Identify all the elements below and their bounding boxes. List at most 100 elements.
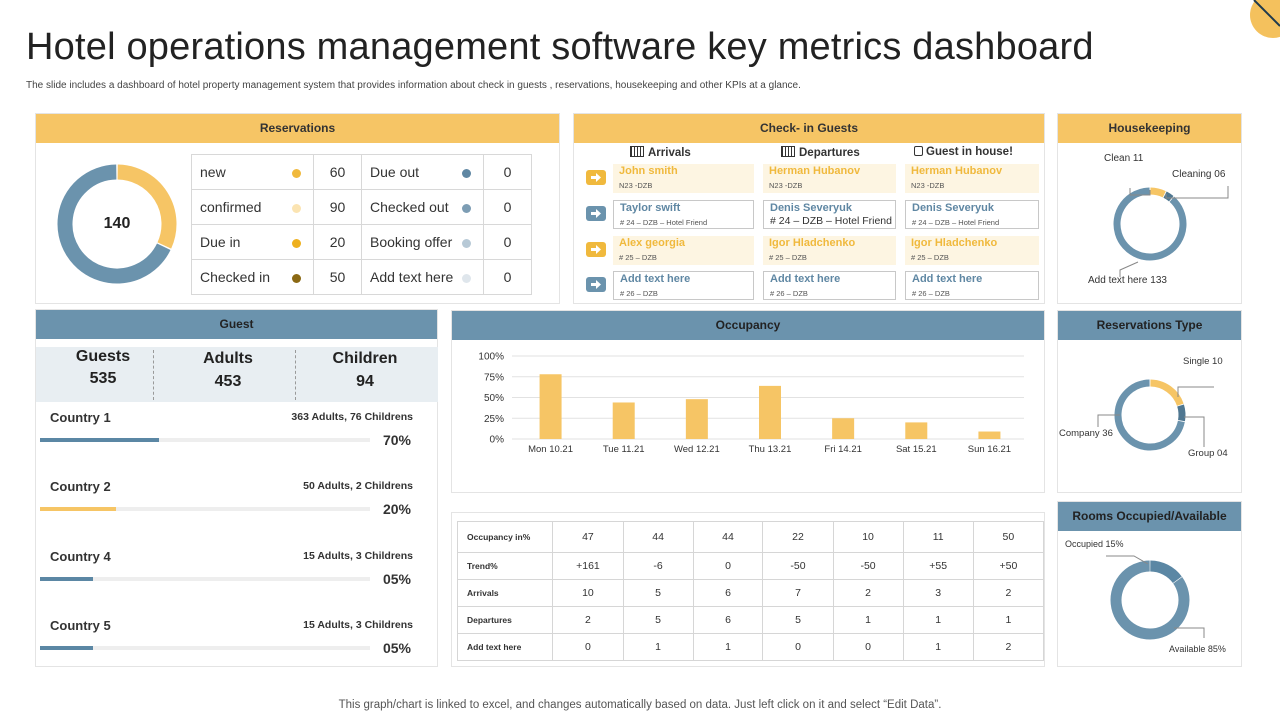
reservation-status-value: 50 [313,259,362,295]
occupancy-bar [905,422,928,439]
guest-stat-value: 453 [214,373,242,390]
reservations-type-donut-segment-2 [1114,379,1185,451]
reservations-donut-segment-0 [117,164,177,249]
country-percentage: 20% [382,501,411,517]
country-name: Country 1 [50,410,111,425]
calendar-icon [630,146,644,157]
guest-name: Denis Severyuk [912,202,994,214]
reservation-status-label: new [191,154,314,190]
guest-card[interactable]: Herman Hubanov N23 -DZB [905,164,1039,193]
inhouse-column-header: Guest in house! [914,146,1013,158]
occupancy-cell: -50 [832,552,904,580]
x-tick-label: Tue 11.21 [603,444,645,455]
occupancy-table-panel: Occupancy in% 47 44 44 22 10 11 50 Trend% +161 -6 0… [451,512,1045,667]
reservations-type-header: Reservations Type [1058,311,1241,340]
guest-stats: Guests 535 Adults 453 Children 94 [36,347,438,402]
status-dot-icon [292,204,301,213]
occupancy-cell: 0 [552,633,624,661]
occupancy-row-label: Arrivals [456,579,554,607]
occupancy-cell: 5 [622,606,694,634]
occupancy-cell: 1 [692,633,764,661]
group-label: Group 04 [1188,448,1228,459]
occupancy-cell: 1 [832,606,904,634]
page-subtitle: The slide includes a dashboard of hotel … [26,80,801,91]
reservations-type-donut-segment-1 [1177,404,1186,422]
status-dot-icon [462,204,471,213]
occupancy-cell: 5 [622,579,694,607]
guest-room-info: N23 -DZB [911,181,945,190]
departures-column-header: Departures [781,146,860,159]
occupancy-cell: 44 [622,521,694,553]
guest-name: Igor Hladchenko [769,237,856,249]
reservation-status-text: Checked in [200,269,271,285]
country-progress-fill [40,438,159,442]
reservation-status-text: Due in [200,234,241,250]
corner-decoration [1250,0,1280,40]
country-guest-breakdown: 15 Adults, 3 Childrens [303,619,413,631]
housekeeping-donut-segment-1 [1163,191,1174,202]
guest-card[interactable]: Add text here # 26 – DZB [905,271,1039,300]
guest-card[interactable]: Add text here # 26 – DZB [763,271,896,300]
reservations-donut-segment-1 [57,164,171,284]
guest-room-info: # 26 – DZB [770,289,808,298]
reservation-status-label: Checked in [191,259,314,295]
company-label: Company 36 [1059,428,1113,439]
guest-card[interactable]: Taylor swift # 24 – DZB – Hotel Friend [613,200,754,229]
guest-panel: Guest Guests 535 Adults 453 Children 94 Count… [35,309,438,667]
occupancy-cell: 6 [692,606,764,634]
housekeeping-donut [1113,186,1229,277]
inhouse-label: Guest in house! [926,146,1013,158]
available-label: Available 85% [1169,644,1226,654]
occupancy-cell: -6 [622,552,694,580]
reservation-status-text: Booking offer [370,234,453,250]
country-progress-fill [40,646,93,650]
guest-card[interactable]: Igor Hladchenko # 25 – DZB [905,236,1039,265]
guest-name: Alex georgia [619,237,686,249]
reservation-status-value: 0 [483,224,532,260]
occupancy-cell: 2 [552,606,624,634]
occupancy-table-row: Arrivals 10 5 6 7 2 3 2 [456,579,1045,607]
reservation-status-label: confirmed [191,189,314,225]
guest-stat-children: Children 94 [298,347,432,391]
occupied-leader-line [1106,555,1149,565]
occupancy-table-row: Add text here 0 1 1 0 0 1 2 [456,633,1045,661]
company-leader-line [1097,414,1120,427]
cleaning-leader-line [1165,186,1229,199]
footer-note: This graph/chart is linked to excel, and… [338,699,942,711]
housekeeping-donut-segment-0 [1150,187,1166,198]
guest-name: Taylor swift [620,202,681,214]
occupancy-row-label: Add text here [456,633,554,661]
guest-card[interactable]: Herman Hubanov N23 -DZB [763,164,896,193]
x-tick-label: Thu 13.21 [749,444,792,455]
reservations-total: 140 [103,215,131,232]
single-leader-line [1177,386,1214,397]
status-dot-icon [292,169,301,178]
guest-room-info: N23 -DZB [619,181,653,190]
guest-card[interactable]: Alex georgia # 25 – DZB [613,236,754,265]
stat-divider [153,350,154,400]
occupancy-cell: 22 [762,521,834,553]
reservation-status-text: confirmed [200,199,262,215]
guest-card[interactable]: Denis Severyuk # 24 – DZB – Hotel Friend [763,200,896,229]
housekeeping-donut-segment-2 [1113,187,1187,261]
rooms-donut [1106,555,1205,640]
guest-card[interactable]: Denis Severyuk # 24 – DZB – Hotel Friend [905,200,1039,229]
occupancy-cell: 0 [692,552,764,580]
reservations-panel: Reservations 140 new 60 Due out 0 confirmed 9… [35,113,560,304]
arrow-right-icon [586,277,606,292]
reservation-status-label: Booking offer [361,224,484,260]
guest-card[interactable]: John smith N23 -DZB [613,164,754,193]
guest-name: Add text here [770,273,841,285]
reservation-status-value: 60 [313,154,362,190]
guest-card[interactable]: Igor Hladchenko # 25 – DZB [763,236,896,265]
guest-room-info: # 25 – DZB [619,253,657,262]
reservations-row: Due in 20 Booking offer 0 [191,224,532,260]
guest-room-info: # 24 – DZB – Hotel Friend [620,218,708,227]
country-name: Country 2 [50,479,111,494]
guest-card[interactable]: Add text here # 26 – DZB [613,271,754,300]
reservation-status-label: Checked out [361,189,484,225]
occupancy-bar [539,374,562,439]
occupancy-cell: 2 [972,579,1045,607]
occupancy-bar [685,399,708,439]
occupancy-table: Occupancy in% 47 44 44 22 10 11 50 Trend% +161 -6 0… [456,521,1045,661]
